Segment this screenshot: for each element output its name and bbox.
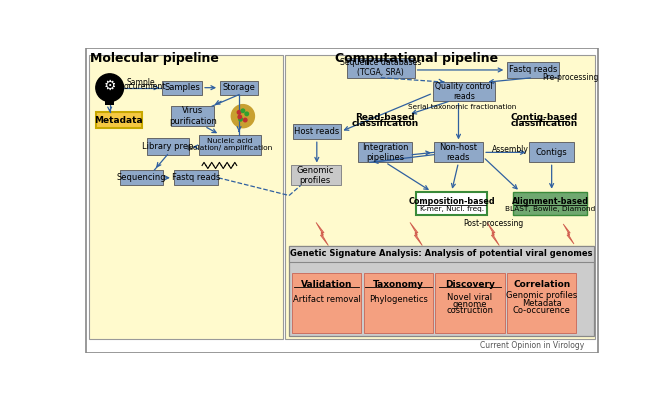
Text: Virus
purification: Virus purification [169,106,217,126]
Text: Fastq reads: Fastq reads [509,66,558,75]
Text: Assembly: Assembly [492,145,528,154]
Polygon shape [316,222,328,245]
Text: Sample: Sample [127,78,155,87]
Bar [119,170,163,185]
Bar [285,54,595,339]
Bar [530,143,574,162]
Bar [162,81,202,94]
Text: ⚙: ⚙ [103,79,116,93]
Text: Genomic profiles: Genomic profiles [506,291,577,300]
Text: Contigs: Contigs [536,148,568,157]
Text: Discovery: Discovery [445,279,495,289]
Circle shape [231,105,254,128]
Bar [96,112,142,128]
Text: Alignment-based: Alignment-based [512,197,588,206]
Text: Nucleic acid
isolation/ amplification: Nucleic acid isolation/ amplification [187,138,273,151]
Bar [436,273,505,333]
Text: Serial taxonomic fractionation: Serial taxonomic fractionation [408,104,516,110]
Text: BLAST, Bowlie, Diamond: BLAST, Bowlie, Diamond [505,206,595,212]
Text: Non-host
reads: Non-host reads [440,143,478,162]
Bar [434,143,483,162]
Text: Correlation: Correlation [513,279,570,289]
Text: costruction: costruction [446,306,494,316]
Text: Samples: Samples [164,83,200,92]
Text: Host reads: Host reads [294,127,340,136]
Bar [289,245,594,336]
Circle shape [96,74,123,102]
Bar [433,82,495,101]
Bar [89,54,283,339]
Polygon shape [487,222,500,245]
Bar [507,62,560,78]
Circle shape [238,115,241,119]
Text: Contig-based: Contig-based [510,113,578,122]
Text: Sequence databases
(TCGA, SRA): Sequence databases (TCGA, SRA) [340,58,422,77]
Bar [289,245,594,262]
Text: Read-based: Read-based [356,113,415,122]
Polygon shape [563,224,574,244]
Bar [507,273,576,333]
Bar [105,100,114,105]
Bar [364,273,433,333]
Bar [291,166,341,185]
Bar [347,58,415,78]
Bar [293,124,341,139]
Text: classification: classification [510,119,578,128]
Text: Post-processing: Post-processing [463,220,524,228]
Text: Phylogenetics: Phylogenetics [369,295,428,304]
Text: Sequencing: Sequencing [117,173,166,182]
Text: Novel viral: Novel viral [448,293,493,302]
Text: Taxonomy: Taxonomy [373,279,424,289]
Text: Pre-processing: Pre-processing [542,73,598,82]
Text: Genetic Signature Analysis: Analysis of potential viral genomes: Genetic Signature Analysis: Analysis of … [290,249,593,258]
Text: Metadata: Metadata [95,116,143,125]
Text: Artifact removal: Artifact removal [293,295,361,304]
Bar [220,81,258,94]
Bar [358,143,412,162]
Text: Co-occurence: Co-occurence [513,306,570,316]
Circle shape [243,118,247,122]
Text: Storage: Storage [223,83,255,92]
Text: genome: genome [453,300,488,308]
Circle shape [241,109,245,113]
Text: Genomic
profiles: Genomic profiles [297,166,334,185]
Text: Molecular pipeline: Molecular pipeline [90,52,219,65]
Text: K-mer, Nucl. freq.: K-mer, Nucl. freq. [420,206,484,212]
Bar [147,138,189,155]
Text: procurement: procurement [117,83,166,91]
Text: Integration
pipelines: Integration pipelines [362,143,409,162]
Bar [416,192,487,215]
Bar [199,135,261,155]
Text: Composition-based: Composition-based [408,197,495,206]
Polygon shape [410,222,422,245]
Text: Library prep: Library prep [141,142,193,151]
Text: Metadata: Metadata [522,299,562,308]
Text: classification: classification [352,119,419,128]
Bar [513,192,587,215]
Text: Fastq reads: Fastq reads [171,173,220,182]
Text: Computational pipeline: Computational pipeline [335,52,498,65]
Circle shape [245,112,249,116]
Bar [173,170,218,185]
Bar [292,273,362,333]
Bar [171,106,214,126]
Circle shape [237,110,241,114]
Text: Validation: Validation [301,279,353,289]
Text: Quality control
reads: Quality control reads [435,82,493,101]
Text: Current Opinion in Virology: Current Opinion in Virology [480,341,584,350]
Circle shape [239,118,242,121]
